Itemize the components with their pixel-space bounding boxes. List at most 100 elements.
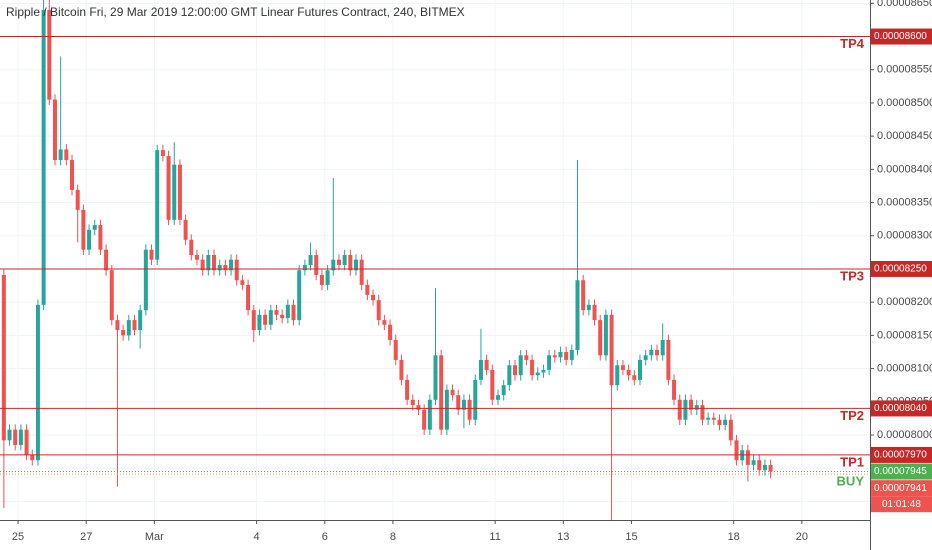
level-name: TP1 xyxy=(840,454,864,469)
candle-body xyxy=(308,255,313,265)
y-tick-label: 0.00008000 xyxy=(877,429,932,441)
y-tick-label: 0.00008550 xyxy=(877,64,932,76)
candle-body xyxy=(47,9,52,100)
candle-body xyxy=(126,320,131,336)
candle-body xyxy=(478,359,483,380)
candle-body xyxy=(7,429,12,441)
candle-body xyxy=(586,304,591,311)
candle-body xyxy=(319,274,324,285)
candle-body xyxy=(666,340,671,380)
y-tick-label: 0.00008300 xyxy=(877,230,932,242)
level-name: TP2 xyxy=(840,408,864,423)
candle-body xyxy=(41,9,46,305)
candle-body xyxy=(575,280,580,350)
x-tick-label: 15 xyxy=(625,531,637,543)
candle-body xyxy=(547,355,552,370)
candle-body xyxy=(598,320,603,356)
x-tick-label: 6 xyxy=(322,531,328,543)
x-tick-label: 13 xyxy=(557,531,569,543)
candle-body xyxy=(655,349,660,356)
candle-body xyxy=(149,249,154,260)
candle-body xyxy=(143,249,148,311)
candle-body xyxy=(58,149,63,161)
price-label: 0.00008600 xyxy=(874,31,927,42)
x-tick-label: 20 xyxy=(796,531,808,543)
candle-body xyxy=(700,405,705,420)
candle-body xyxy=(70,160,75,190)
candle-body xyxy=(371,294,376,301)
price-label-box xyxy=(871,446,932,463)
candle-body xyxy=(212,255,217,271)
price-label: 0.00007970 xyxy=(874,450,927,461)
candle-body xyxy=(331,259,336,271)
candle-body xyxy=(467,399,472,420)
candle-body xyxy=(393,340,398,360)
price-label: 0.00008250 xyxy=(874,264,927,275)
candle-body xyxy=(660,340,665,356)
candle-body xyxy=(353,259,358,271)
candle-body xyxy=(513,365,518,376)
candle-body xyxy=(632,375,637,380)
candle-body xyxy=(745,450,750,465)
countdown-box xyxy=(871,496,932,513)
candle-body xyxy=(524,355,529,360)
candle-body xyxy=(274,310,279,315)
candle-body xyxy=(706,417,711,420)
candle-body xyxy=(285,304,290,319)
candle-body xyxy=(717,419,722,426)
y-tick-label: 0.00008350 xyxy=(877,196,932,208)
candle-body xyxy=(683,399,688,420)
grid xyxy=(0,0,870,520)
candle-body xyxy=(325,270,330,285)
candle-body xyxy=(649,349,654,356)
y-tick-label: 0.00008500 xyxy=(877,97,932,109)
candle-body xyxy=(376,300,381,321)
candle-body xyxy=(427,399,432,430)
y-tick-label: 0.00008150 xyxy=(877,329,932,341)
plot-area xyxy=(0,0,870,520)
x-tick-label: 11 xyxy=(489,531,500,543)
candle-body xyxy=(257,314,262,331)
candle-body xyxy=(734,440,739,461)
candle-body xyxy=(138,310,143,331)
candle-body xyxy=(92,225,97,230)
x-tick-label: 8 xyxy=(390,531,396,543)
candle-body xyxy=(246,284,251,311)
candle-body xyxy=(64,149,69,161)
price-label: 0.00007941 xyxy=(874,483,927,494)
candle-body xyxy=(677,399,682,420)
candle-body xyxy=(535,372,540,376)
price-label-box xyxy=(871,480,932,497)
y-tick-label: 0.00008400 xyxy=(877,163,932,175)
candle-body xyxy=(13,429,18,445)
candle-body xyxy=(115,320,120,331)
candle-body xyxy=(365,284,370,295)
candle-body xyxy=(444,389,449,430)
candle-body xyxy=(439,355,444,430)
candle-body xyxy=(268,310,273,325)
candle-body xyxy=(314,255,319,275)
candle-body xyxy=(541,369,546,373)
candle-body xyxy=(484,359,489,370)
candle-body xyxy=(564,351,569,360)
candle-body xyxy=(30,454,35,461)
candle-body xyxy=(24,429,29,455)
candle-body xyxy=(552,355,557,358)
candle-body xyxy=(694,405,699,410)
candle-body xyxy=(81,209,86,250)
candle-body xyxy=(87,229,92,250)
candle-body xyxy=(35,304,40,461)
candle-body xyxy=(155,150,160,260)
overlay: 0.00008600 TP4 0.00008250 TP3 0.00008040 TP2 0… xyxy=(837,28,932,513)
candle-body xyxy=(98,225,103,250)
candle-body xyxy=(603,314,608,356)
chart-title: Ripple / Bitcoin Fri, 29 Mar 2019 12:00:… xyxy=(6,5,465,19)
candle-body xyxy=(1,274,6,441)
candle-body xyxy=(495,395,500,400)
candle-body xyxy=(490,369,495,400)
candle-body xyxy=(194,255,199,260)
candle-body xyxy=(297,270,302,321)
candle-body xyxy=(620,365,625,370)
